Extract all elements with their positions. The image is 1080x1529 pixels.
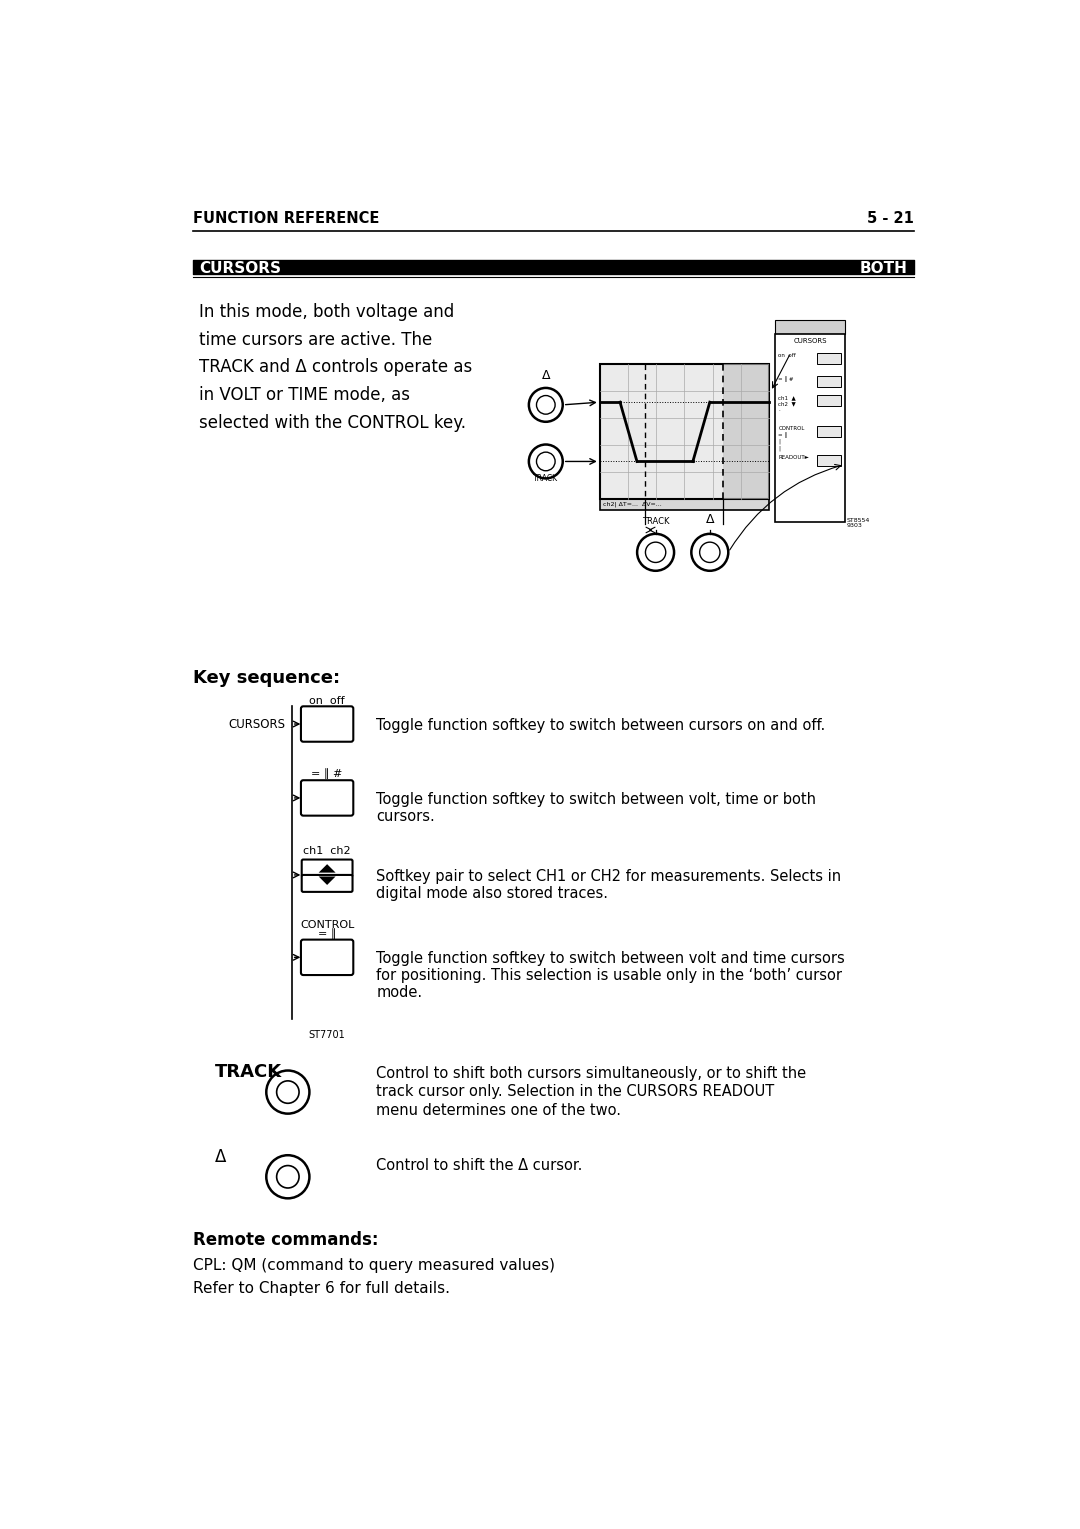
Text: Toggle function softkey to switch between cursors on and off.: Toggle function softkey to switch betwee… [377,717,825,732]
Text: Key sequence:: Key sequence: [193,668,340,687]
Text: on  off: on off [779,353,796,358]
Text: in VOLT or TIME mode, as: in VOLT or TIME mode, as [200,385,410,404]
Text: ST8554
9303: ST8554 9303 [847,518,870,529]
Bar [599,364,769,498]
FancyBboxPatch shape [301,780,353,815]
Bar [775,333,845,521]
Polygon shape [319,876,336,885]
Text: BOTH: BOTH [860,260,907,275]
Text: ch1  ▲
ch2  ▼
.: ch1 ▲ ch2 ▼ . [779,394,796,411]
Text: ch2| ΔT=...  ΔV=...: ch2| ΔT=... ΔV=... [603,502,662,508]
Text: CPL: QM (command to query measured values): CPL: QM (command to query measured value… [193,1258,555,1272]
Text: CURSORS: CURSORS [229,717,285,731]
Text: Δ: Δ [215,1148,226,1165]
Text: track cursor only. Selection in the CURSORS READOUT: track cursor only. Selection in the CURS… [377,1084,774,1099]
Text: CONTROL: CONTROL [300,919,354,930]
Text: = ∥ #: = ∥ # [779,376,794,382]
Text: = ∥: = ∥ [318,928,336,939]
Text: = ∥ #: = ∥ # [311,769,342,780]
Text: on  off: on off [309,696,345,705]
Text: Δ: Δ [541,368,550,382]
FancyBboxPatch shape [816,394,841,407]
Text: menu determines one of the two.: menu determines one of the two. [377,1102,621,1118]
Bar [775,320,845,333]
FancyBboxPatch shape [816,353,841,364]
Text: 5 - 21: 5 - 21 [867,211,914,226]
Bar [599,498,769,511]
Text: TRACK: TRACK [215,1063,282,1081]
Text: TRACK and Δ controls operate as: TRACK and Δ controls operate as [200,358,473,376]
Text: Remote commands:: Remote commands: [193,1231,379,1249]
Text: In this mode, both voltage and: In this mode, both voltage and [200,303,455,321]
Text: TRACK: TRACK [642,517,670,526]
Text: Refer to Chapter 6 for full details.: Refer to Chapter 6 for full details. [193,1281,450,1295]
Text: Toggle function softkey to switch between volt, time or both: Toggle function softkey to switch betwee… [377,792,816,807]
Text: Toggle function softkey to switch between volt and time cursors: Toggle function softkey to switch betwee… [377,951,846,966]
Polygon shape [319,864,336,873]
Text: Control to shift both cursors simultaneously, or to shift the: Control to shift both cursors simultaneo… [377,1066,807,1081]
FancyBboxPatch shape [301,706,353,742]
FancyBboxPatch shape [816,376,841,387]
FancyBboxPatch shape [301,875,352,891]
Text: digital mode also stored traces.: digital mode also stored traces. [377,885,608,901]
Text: CURSORS: CURSORS [200,260,281,275]
Text: ST7701: ST7701 [309,1029,346,1040]
Text: FUNCTION REFERENCE: FUNCTION REFERENCE [193,211,379,226]
Text: Δ: Δ [705,514,714,526]
Text: selected with the CONTROL key.: selected with the CONTROL key. [200,414,467,431]
FancyBboxPatch shape [816,456,841,466]
Text: TRACK: TRACK [534,474,558,483]
Text: for positioning. This selection is usable only in the ‘both’ cursor: for positioning. This selection is usabl… [377,968,842,983]
Text: Control to shift the Δ cursor.: Control to shift the Δ cursor. [377,1157,583,1173]
Text: CURSORS: CURSORS [793,338,826,344]
FancyBboxPatch shape [301,940,353,976]
FancyBboxPatch shape [816,427,841,437]
Text: cursors.: cursors. [377,809,435,824]
Text: time cursors are active. The: time cursors are active. The [200,330,433,349]
Text: READOUT►: READOUT► [779,456,809,460]
Bar [724,364,769,498]
Text: ch1  ch2: ch1 ch2 [303,847,351,856]
FancyBboxPatch shape [301,859,352,876]
Text: Softkey pair to select CH1 or CH2 for measurements. Selects in: Softkey pair to select CH1 or CH2 for me… [377,868,841,884]
Text: CONTROL
= ∥
|
|: CONTROL = ∥ | | [779,427,805,451]
Text: mode.: mode. [377,985,422,1000]
